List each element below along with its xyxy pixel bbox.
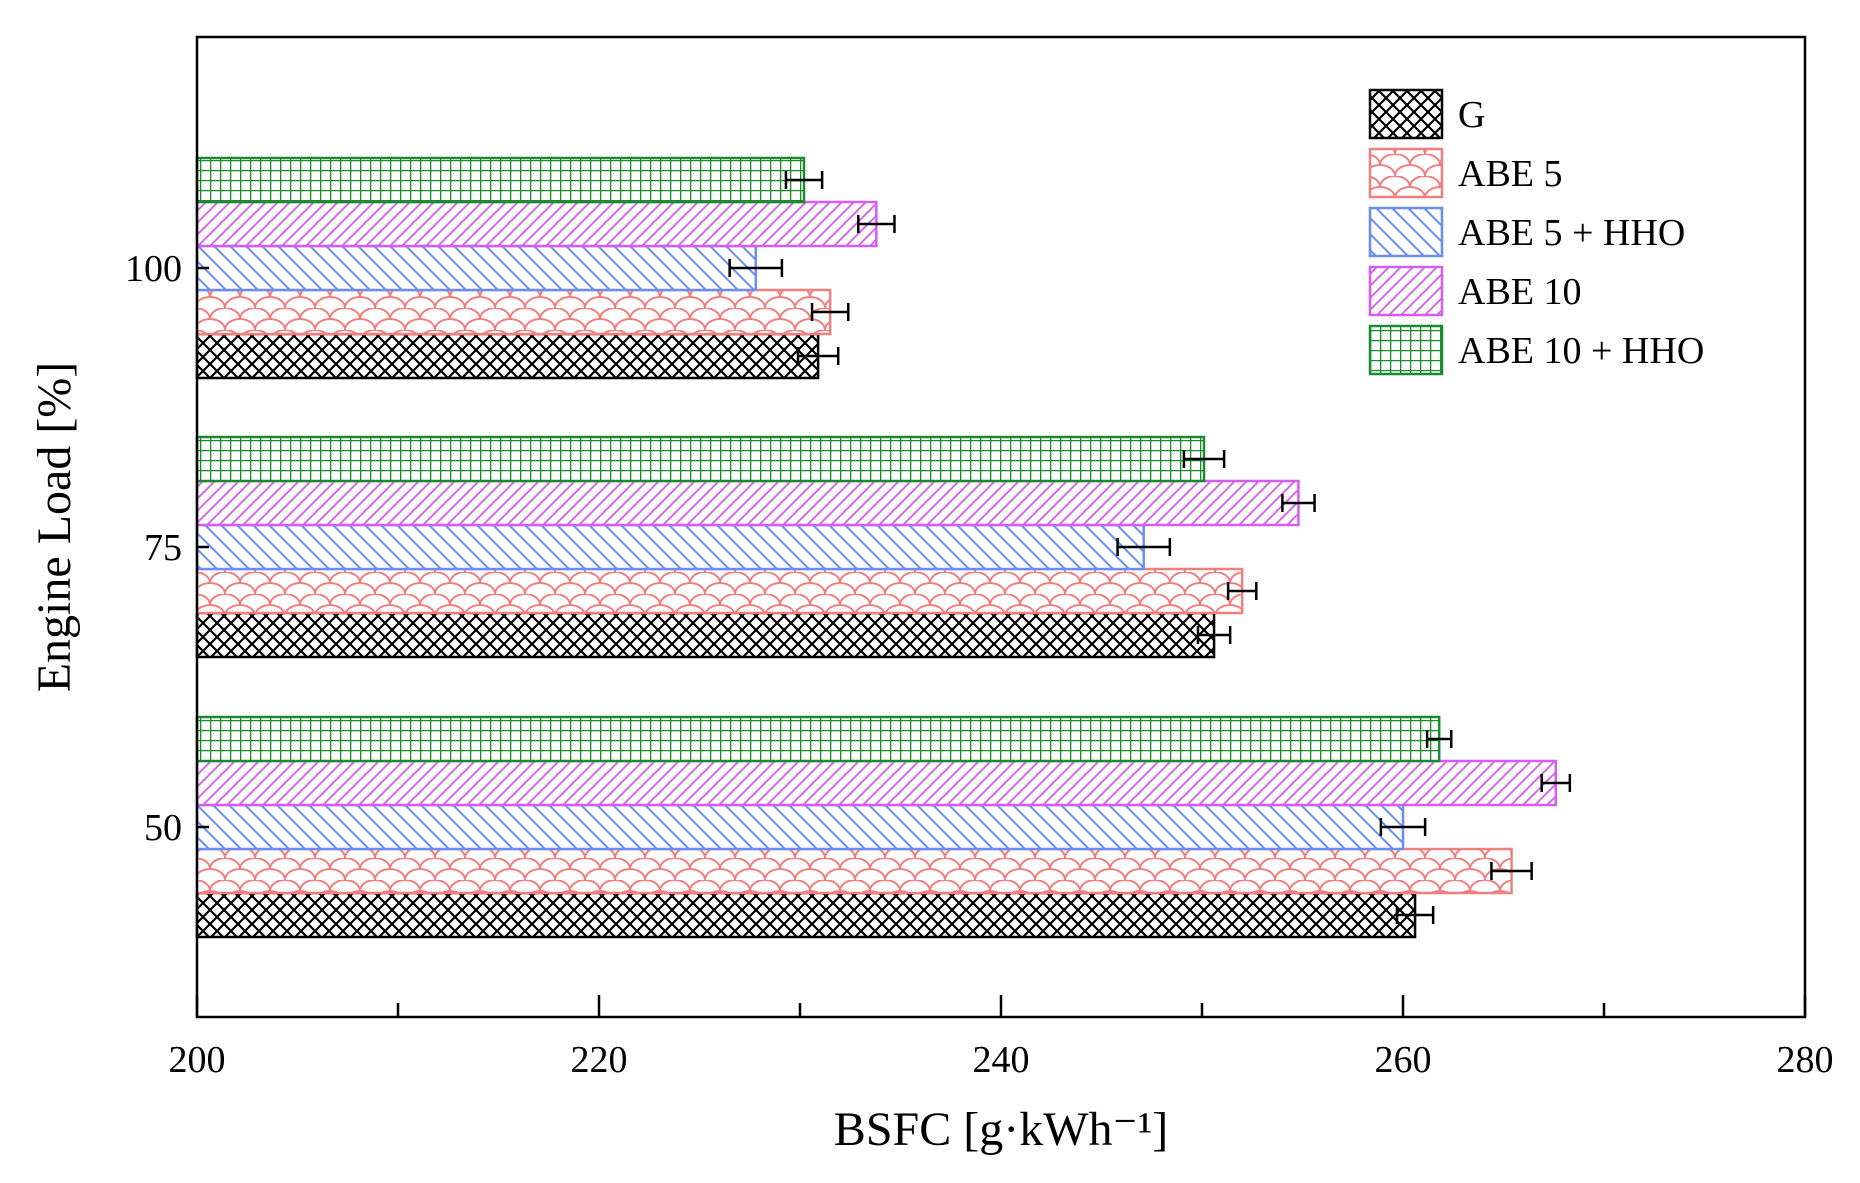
error-bar-abe-5-load-75 [1226,582,1258,600]
bar-abe-10-load-50 [195,759,1558,807]
legend-swatch [1368,88,1444,140]
y-tick-label-100: 100 [125,248,182,290]
error-bar-abe-5-hho-load-75 [1116,538,1172,556]
error-bar-abe-10-hho-load-50 [1425,730,1453,748]
bar-abe-5-hho-load-100 [195,244,758,292]
error-bar-abe-5-hho-load-100 [728,259,784,277]
legend-label: ABE 10 [1458,271,1582,313]
error-bar-abe-5-load-50 [1490,862,1533,880]
error-bars-layer [728,171,1572,924]
error-bar-abe-10-load-75 [1281,494,1316,512]
bar-abe-10-load-75 [195,479,1300,527]
error-bar-abe-10-load-50 [1540,774,1572,792]
bar-g-load-50 [195,891,1417,939]
error-bar-abe-10-load-100 [857,215,896,233]
legend-item-abe-5-hho: ABE 5 + HHO [1368,206,1685,258]
x-axis: 200 220 240 260 280 [169,995,1834,1081]
legend-swatch [1368,147,1444,199]
error-bar-abe-5-load-100 [810,303,850,321]
error-bar-abe-5-hho-load-50 [1379,818,1427,836]
error-bar-abe-10-hho-load-75 [1182,450,1226,468]
x-tick-label-240: 240 [973,1039,1030,1081]
error-bar-abe-10-hho-load-100 [784,171,824,189]
legend-item-g: G [1368,88,1485,140]
legend-swatch [1368,265,1444,317]
legend-label: ABE 5 [1458,153,1563,195]
bar-abe-5-load-75 [195,567,1244,615]
x-tick-label-220: 220 [571,1039,628,1081]
legend-swatch [1368,206,1444,258]
x-tick-label-260: 260 [1375,1039,1432,1081]
bar-abe-5-load-50 [195,847,1513,895]
y-axis-title: Engine Load [%] [28,362,81,693]
bar-abe-10-hho-load-75 [195,435,1206,483]
bar-abe-10-hho-load-50 [195,715,1441,763]
y-tick-label-50: 50 [144,807,182,849]
y-axis: 50 75 100 [125,248,209,849]
legend-item-abe-10: ABE 10 [1368,265,1582,317]
error-bar-g-load-50 [1395,906,1435,924]
error-bar-g-load-75 [1196,626,1232,644]
legend-label: ABE 10 + HHO [1458,330,1704,372]
bar-abe-5-hho-load-75 [195,523,1145,571]
legend-label: G [1458,94,1485,136]
bar-g-load-100 [195,332,820,380]
x-tick-label-200: 200 [169,1039,226,1081]
bar-g-load-75 [195,611,1216,659]
x-tick-label-280: 280 [1777,1039,1834,1081]
legend: G ABE 5 ABE 5 + HHO ABE 10 ABE 10 + HHO [1368,88,1704,376]
legend-item-abe-10-hho: ABE 10 + HHO [1368,324,1704,376]
bar-abe-5-hho-load-50 [195,803,1405,851]
legend-swatch [1368,324,1444,376]
y-tick-label-75: 75 [144,527,182,569]
legend-label: ABE 5 + HHO [1458,212,1685,254]
bars-layer [195,156,1558,939]
error-bar-g-load-100 [796,347,840,365]
legend-item-abe-5: ABE 5 [1368,147,1563,199]
bar-abe-10-hho-load-100 [195,156,806,204]
bar-abe-10-load-100 [195,200,878,248]
x-axis-title: BSFC [g·kWh⁻¹] [834,1103,1168,1156]
bar-abe-5-load-100 [195,288,832,336]
